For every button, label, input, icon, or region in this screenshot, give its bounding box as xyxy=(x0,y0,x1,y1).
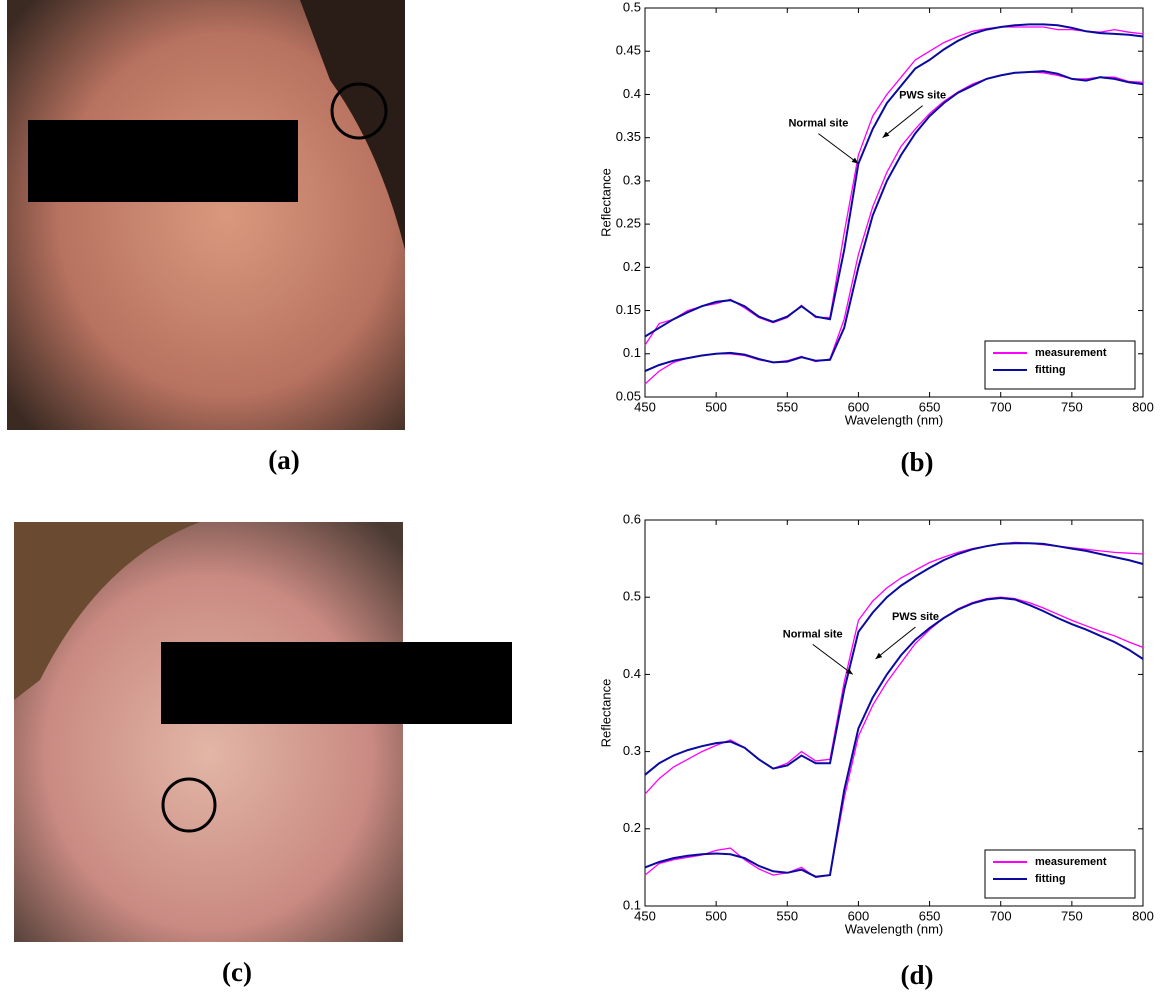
plot-area xyxy=(644,519,1144,907)
y-axis-label: Reflectance xyxy=(598,679,613,748)
x-tick-label: 550 xyxy=(776,908,798,923)
y-tick-label: 0.6 xyxy=(623,511,641,526)
legend-label: fitting xyxy=(1035,364,1066,376)
annotation-arrow xyxy=(882,105,923,139)
y-tick-label: 0.4 xyxy=(623,666,641,681)
x-tick-label: 550 xyxy=(776,399,798,414)
annotation-arrowhead xyxy=(882,131,890,138)
annotation-arrowhead xyxy=(845,668,853,675)
x-tick-label: 650 xyxy=(919,399,941,414)
y-tick-label: 0.4 xyxy=(623,86,641,101)
panel-label: (c) xyxy=(222,957,252,987)
x-tick-label: 700 xyxy=(990,908,1012,923)
y-axis-label: Reflectance xyxy=(598,168,613,237)
y-tick-label: 0.5 xyxy=(623,0,641,14)
legend-box xyxy=(984,340,1136,390)
photo-c xyxy=(14,522,512,942)
y-tick-label: 0.2 xyxy=(623,259,641,274)
x-tick-label: 450 xyxy=(634,908,656,923)
series-line xyxy=(644,596,1144,879)
y-tick-label: 0.3 xyxy=(623,172,641,187)
y-tick-label: 0.25 xyxy=(616,216,641,231)
panel-label: (b) xyxy=(901,447,934,477)
y-tick-label: 0.45 xyxy=(616,43,641,58)
x-tick-label: 700 xyxy=(990,399,1012,414)
plot-area xyxy=(644,7,1144,398)
y-tick-label: 0.35 xyxy=(616,129,641,144)
annotation-arrowhead xyxy=(875,652,883,659)
y-tick-label: 0.1 xyxy=(623,897,641,912)
x-tick-label: 750 xyxy=(1061,908,1083,923)
x-tick-label: 600 xyxy=(848,908,870,923)
x-axis-label: Wavelength (nm) xyxy=(845,921,944,936)
x-tick-label: 500 xyxy=(705,908,727,923)
legend-label: fitting xyxy=(1035,873,1066,885)
x-tick-label: 450 xyxy=(634,399,656,414)
annotation-arrow xyxy=(812,644,854,675)
annotation: Normal site xyxy=(788,118,848,130)
annotation-arrow xyxy=(818,133,859,165)
series-line xyxy=(644,596,1144,878)
x-tick-label: 500 xyxy=(705,399,727,414)
photo-a xyxy=(7,0,405,430)
y-tick-label: 0.15 xyxy=(616,302,641,317)
x-tick-label: 800 xyxy=(1132,399,1154,414)
annotation: PWS site xyxy=(892,611,939,623)
x-tick-label: 600 xyxy=(848,399,870,414)
y-tick-label: 0.05 xyxy=(616,388,641,403)
annotation-arrow xyxy=(875,626,916,660)
x-tick-label: 750 xyxy=(1061,399,1083,414)
x-axis-label: Wavelength (nm) xyxy=(845,412,944,427)
y-tick-label: 0.3 xyxy=(623,743,641,758)
annotation: PWS site xyxy=(899,90,946,102)
annotation-arrowhead xyxy=(851,157,859,164)
legend-label: measurement xyxy=(1035,347,1107,359)
legend-box xyxy=(984,849,1136,899)
series-line xyxy=(644,70,1144,373)
y-tick-label: 0.5 xyxy=(623,589,641,604)
panel-label: (d) xyxy=(901,960,934,990)
y-tick-label: 0.2 xyxy=(623,820,641,835)
y-tick-label: 0.1 xyxy=(623,345,641,360)
series-line xyxy=(644,542,1144,776)
annotation: Normal site xyxy=(783,628,843,640)
x-tick-label: 800 xyxy=(1132,908,1154,923)
panel-label: (a) xyxy=(268,445,299,475)
legend-label: measurement xyxy=(1035,856,1107,868)
x-tick-label: 650 xyxy=(919,908,941,923)
series-line xyxy=(644,23,1144,338)
